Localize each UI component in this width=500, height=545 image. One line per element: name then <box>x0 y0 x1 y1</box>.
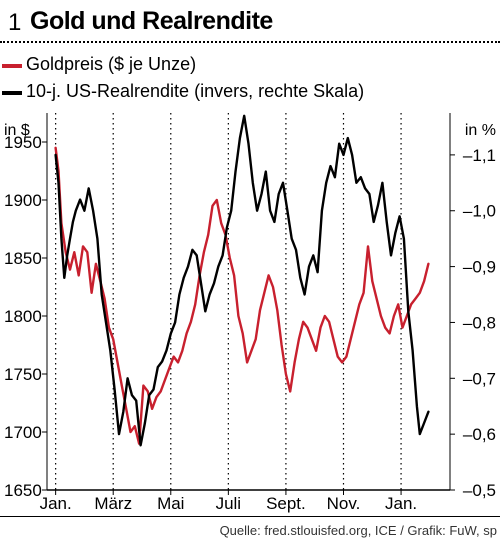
legend-label-yield: 10-j. US-Realrendite (invers, rechte Ska… <box>26 81 365 101</box>
left-tick-label: 1900 <box>4 191 42 210</box>
x-tick-label: März <box>94 494 132 513</box>
right-tick-label: –1,1 <box>463 146 496 165</box>
chart-title: Gold und Realrendite <box>30 7 273 35</box>
figure-header: 1 Gold und Realrendite <box>4 4 496 44</box>
left-tick-label: 1750 <box>4 365 42 384</box>
series-lines <box>54 114 430 447</box>
left-tick-label: 1850 <box>4 249 42 268</box>
left-tick-label: 1700 <box>4 423 42 442</box>
x-tick-label: Sept. <box>266 494 306 513</box>
x-tick-label: Nov. <box>327 494 361 513</box>
right-tick-label: –0,5 <box>463 481 496 500</box>
figure-number: 1 <box>8 9 22 36</box>
footer-divider <box>0 516 500 517</box>
series-line-real-yield <box>54 114 430 447</box>
left-tick-label: 1950 <box>4 133 42 152</box>
legend-swatch-yield <box>2 91 22 95</box>
x-tick-label: Mai <box>157 494 184 513</box>
left-axis-unit: in $ <box>4 122 30 139</box>
right-tick-label: –0,9 <box>463 258 496 277</box>
axis-ticks: Jan. März Mai Juli Sept. Nov. Jan.165017001750… <box>4 133 496 513</box>
source-note: Quelle: fred.stlouisfed.org, ICE / Grafi… <box>219 523 497 538</box>
left-tick-label: 1650 <box>4 481 42 500</box>
grid <box>55 113 402 490</box>
legend-swatch-gold <box>2 64 22 68</box>
title-divider <box>0 41 500 43</box>
right-tick-label: –1,0 <box>463 202 496 221</box>
right-axis-unit: in % <box>465 122 496 139</box>
left-tick-label: 1800 <box>4 307 42 326</box>
legend-label-gold: Goldpreis ($ je Unze) <box>26 54 197 74</box>
right-tick-label: –0,7 <box>463 369 496 388</box>
x-tick-label: Juli <box>216 494 242 513</box>
x-tick-label: Jan. <box>40 494 72 513</box>
x-tick-label: Jan. <box>385 494 417 513</box>
right-tick-label: –0,6 <box>463 425 496 444</box>
right-tick-label: –0,8 <box>463 313 496 332</box>
series-line-gold <box>54 146 430 445</box>
